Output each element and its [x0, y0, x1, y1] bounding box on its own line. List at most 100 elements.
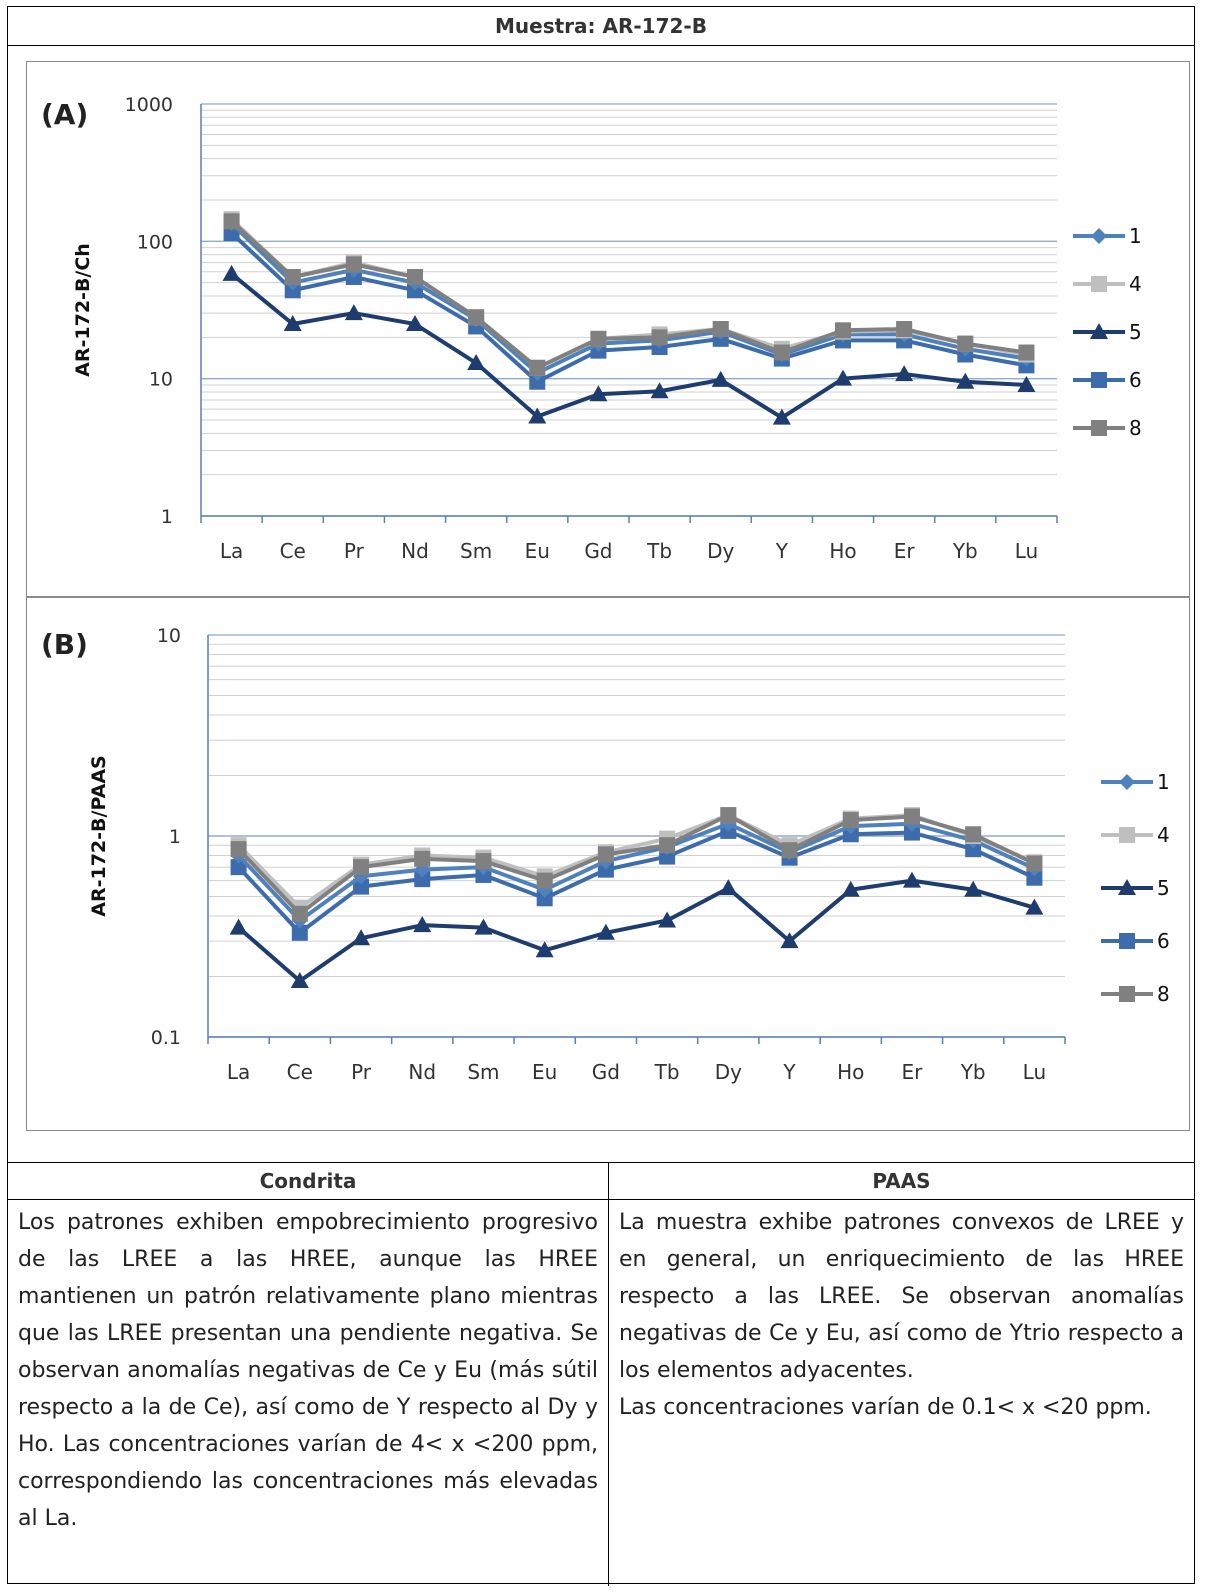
legend-label: 5	[1157, 876, 1170, 900]
series-8	[223, 213, 1035, 376]
legend-label: 4	[1129, 272, 1142, 296]
legend-label: 8	[1129, 416, 1142, 440]
data-point-8	[1026, 855, 1043, 872]
data-point-8	[529, 359, 546, 376]
series-1	[223, 215, 1035, 381]
data-point-8	[781, 842, 798, 859]
data-point-5	[841, 880, 860, 897]
data-point-8	[1018, 344, 1035, 361]
x-tick-label: Ho	[829, 539, 856, 563]
legend-label: 8	[1157, 982, 1170, 1006]
data-point-8	[773, 344, 790, 361]
chondrite-normalized-chart: 1 10 100 1000 La Ce Pr Nd Sm Eu Gd Tb Dy Y Ho Er Yb Lu (A)…	[41, 94, 1142, 563]
data-point-6	[529, 373, 546, 390]
data-point-1	[536, 881, 553, 898]
x-tick-label: Tb	[646, 539, 672, 563]
data-point-8	[468, 309, 485, 326]
data-point-6	[965, 841, 982, 858]
data-point-6	[842, 826, 859, 843]
data-point-6	[230, 859, 247, 876]
x-tick-label: Eu	[525, 539, 550, 563]
legend-item-5: 5	[1101, 876, 1170, 900]
y-tick-label: 10	[157, 625, 181, 647]
data-point-8	[475, 853, 492, 870]
x-tick-label: Gd	[592, 1060, 620, 1084]
legend-item-5: 5	[1073, 320, 1142, 344]
chondrite-description: Los patrones exhiben empobrecimiento pro…	[8, 1200, 608, 1537]
y-axis-title: AR-172-B/PAAS	[88, 755, 110, 916]
data-point-8	[590, 330, 607, 347]
panel-label: (B)	[41, 628, 88, 661]
y-tick-label: 1	[169, 826, 181, 848]
data-point-5	[222, 264, 241, 281]
legend-marker	[1091, 228, 1107, 244]
data-point-5	[413, 916, 432, 933]
x-tick-label: Lu	[1023, 1060, 1046, 1084]
data-point-5	[290, 971, 309, 988]
x-tick-label: La	[220, 539, 243, 563]
x-tick-label: Lu	[1015, 539, 1038, 563]
data-point-6	[291, 924, 308, 941]
x-tick-label: Yb	[952, 539, 978, 563]
data-point-6	[903, 824, 920, 841]
data-point-5	[780, 932, 799, 949]
data-point-6	[353, 878, 370, 895]
paas-text-1: La muestra exhibe patrones convexos de L…	[619, 1210, 1184, 1383]
x-tick-label: Ce	[287, 1060, 313, 1084]
x-tick-label: La	[227, 1060, 250, 1084]
paas-text-2: Las concentraciones varían de 0.1< x <20…	[619, 1395, 1152, 1420]
paas-description: La muestra exhibe patrones convexos de L…	[609, 1200, 1194, 1426]
chondrite-column: Condrita Los patrones exhiben empobrecim…	[8, 1163, 609, 1586]
data-point-5	[658, 911, 677, 928]
paas-normalized-chart: 0.1 1 10 La Ce Pr Nd Sm Eu Gd Tb Dy Y Ho Er Yb Lu (B) AR-1…	[41, 625, 1170, 1084]
data-point-5	[229, 918, 248, 935]
data-point-8	[284, 268, 301, 285]
data-point-5	[964, 880, 983, 897]
data-point-8	[414, 850, 431, 867]
data-point-5	[719, 879, 738, 896]
y-tick-label: 100	[137, 231, 173, 253]
series-4	[223, 211, 1035, 376]
x-tick-label: Dy	[715, 1060, 742, 1084]
paas-column: PAAS La muestra exhibe patrones convexos…	[609, 1163, 1194, 1586]
series-line-5	[230, 272, 1027, 420]
sample-title: Muestra: AR-172-B	[8, 7, 1194, 46]
data-point-6	[1026, 869, 1043, 886]
data-point-5	[467, 354, 486, 371]
data-point-5	[406, 315, 424, 332]
data-point-8	[353, 859, 370, 876]
y-tick-label: 1	[161, 506, 173, 528]
series-line-1	[237, 821, 1036, 923]
x-tick-label: Yb	[960, 1060, 986, 1084]
x-tick-label: Y	[782, 1060, 796, 1084]
legend-marker	[1090, 323, 1108, 339]
legend-marker	[1119, 827, 1135, 843]
x-tick-label: Pr	[351, 1060, 372, 1084]
series-line-8	[237, 813, 1036, 916]
chart-panel-a: 1 10 100 1000 La Ce Pr Nd Sm Eu Gd Tb Dy Y Ho Er Yb Lu (A)…	[26, 61, 1190, 597]
data-point-8	[842, 812, 859, 829]
legend-item-6: 6	[1101, 929, 1170, 953]
data-point-5	[474, 918, 493, 935]
legend-item-1: 1	[1101, 770, 1170, 794]
y-tick-label: 10	[149, 369, 173, 391]
legend-label: 4	[1157, 823, 1170, 847]
data-point-5	[895, 365, 914, 382]
data-point-5	[650, 382, 669, 399]
data-point-8	[345, 256, 362, 273]
x-tick-label: Nd	[401, 539, 429, 563]
series-line-5	[237, 878, 1035, 983]
data-point-8	[720, 807, 737, 824]
data-point-5	[956, 372, 975, 389]
legend-marker	[1119, 774, 1135, 790]
data-point-6	[597, 861, 614, 878]
data-point-8	[835, 322, 851, 339]
chondrite-header: Condrita	[8, 1163, 608, 1200]
series-line-6	[237, 828, 1036, 935]
legend-label: 6	[1157, 929, 1170, 953]
data-point-5	[902, 871, 921, 888]
legend-label: 5	[1129, 320, 1142, 344]
data-point-8	[407, 268, 423, 285]
legend-marker	[1091, 372, 1107, 388]
data-point-8	[712, 320, 729, 337]
